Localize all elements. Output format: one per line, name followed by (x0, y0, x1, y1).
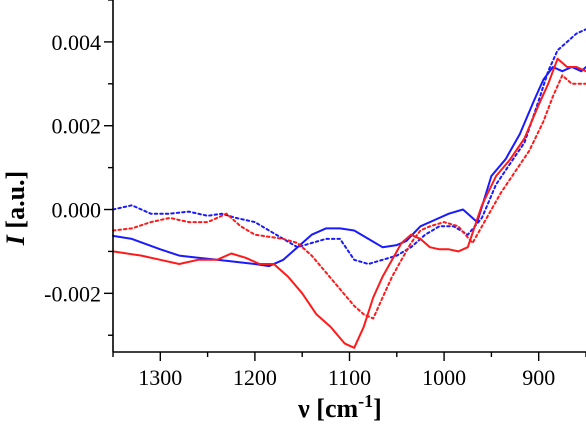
x-axis-label: ν [cm-1] (297, 391, 382, 423)
series-line-1 (112, 66, 586, 268)
y-tick-label: -0.002 (44, 281, 101, 306)
labels-layer: ν [cm-1] I [a.u.] (1, 171, 382, 423)
y-axis-label: I [a.u.] (1, 171, 30, 246)
series-line-4 (112, 74, 586, 320)
y-tick-label: 0.004 (52, 30, 102, 55)
x-tick-label: 1300 (138, 365, 182, 390)
series-line-3 (112, 57, 586, 349)
x-tick-label: 1100 (328, 365, 371, 390)
y-tick-label: 0.000 (52, 198, 102, 223)
x-tick-label: 1200 (233, 365, 277, 390)
series-layer (112, 28, 586, 349)
axes-layer: 1300 1200 1100 1000 900 0.004 0.002 0.000 -0.002 (44, 0, 586, 390)
x-tick-label: 1000 (422, 365, 466, 390)
y-tick-label: 0.002 (52, 114, 102, 139)
x-tick-label: 900 (522, 365, 555, 390)
